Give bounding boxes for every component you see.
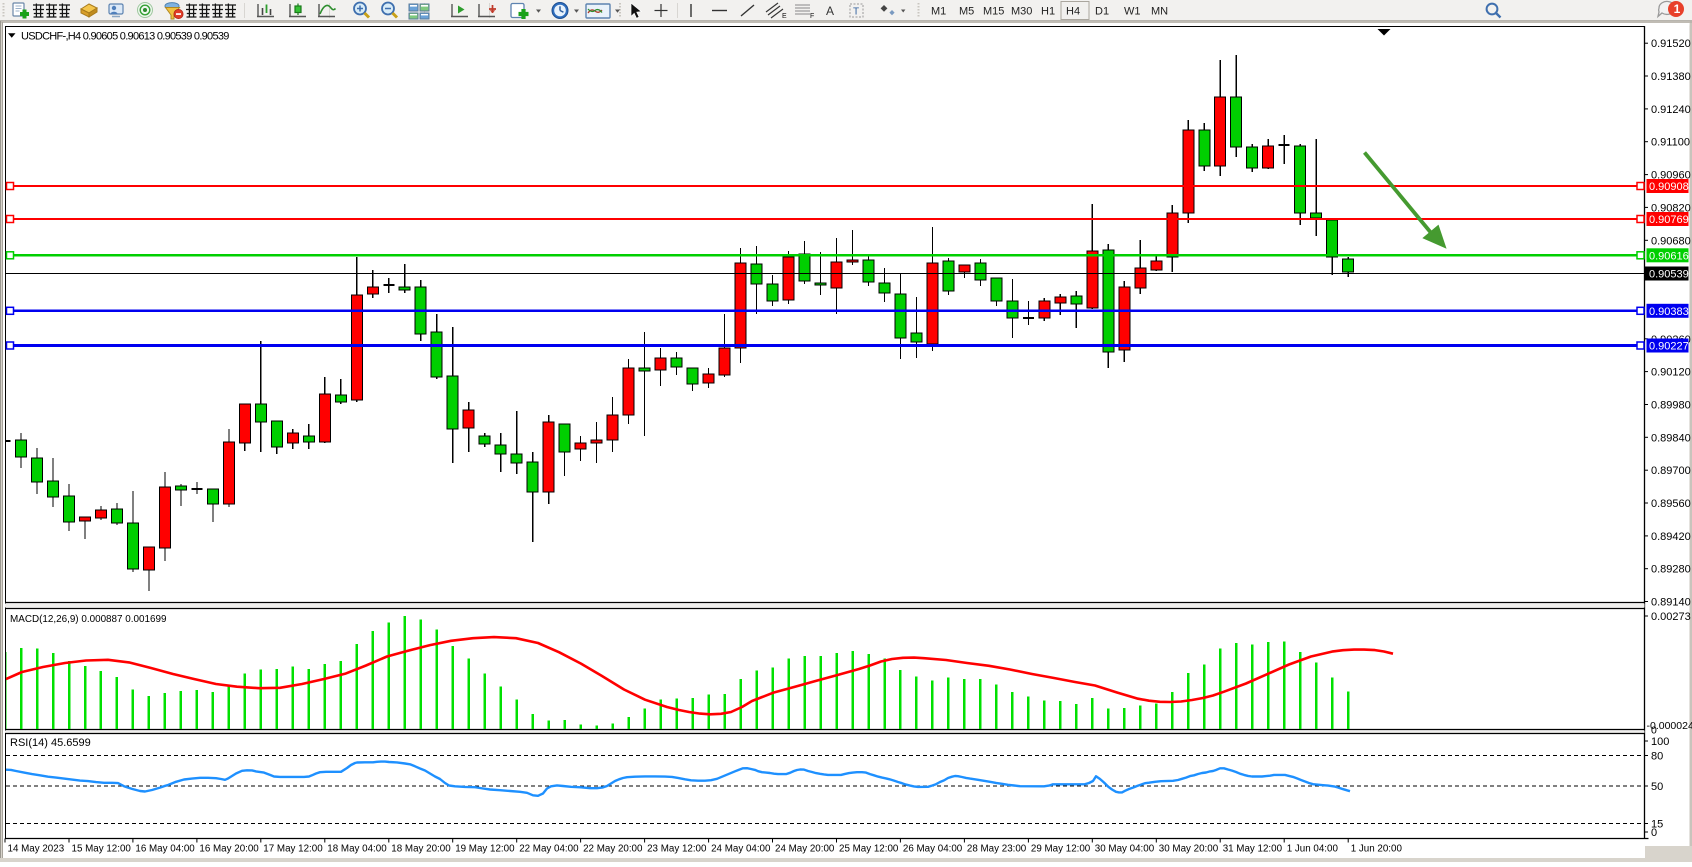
svg-text:0.91380: 0.91380 bbox=[1651, 71, 1691, 83]
svg-text:D1: D1 bbox=[1095, 6, 1109, 18]
svg-text:M1: M1 bbox=[931, 6, 946, 18]
svg-text:0.90680: 0.90680 bbox=[1651, 235, 1691, 247]
svg-text:H4: H4 bbox=[1066, 6, 1080, 18]
svg-text:T: T bbox=[853, 7, 859, 18]
svg-text:31 May 12:00: 31 May 12:00 bbox=[1223, 844, 1283, 855]
svg-text:1 Jun 20:00: 1 Jun 20:00 bbox=[1351, 844, 1403, 855]
svg-text:25 May 12:00: 25 May 12:00 bbox=[839, 844, 899, 855]
svg-text:H1: H1 bbox=[1041, 6, 1055, 18]
svg-text:MACD(12,26,9) 0.000887 0.00169: MACD(12,26,9) 0.000887 0.001699 bbox=[10, 614, 167, 625]
svg-text:23 May 12:00: 23 May 12:00 bbox=[647, 844, 707, 855]
svg-text:0.91520: 0.91520 bbox=[1651, 38, 1691, 50]
svg-text:0.91100: 0.91100 bbox=[1651, 137, 1690, 149]
svg-text:0.89140: 0.89140 bbox=[1651, 597, 1691, 609]
svg-text:30 May 04:00: 30 May 04:00 bbox=[1095, 844, 1155, 855]
svg-text:0.90908: 0.90908 bbox=[1649, 181, 1689, 193]
svg-text:F: F bbox=[810, 13, 814, 20]
svg-text:0.90769: 0.90769 bbox=[1649, 214, 1689, 226]
svg-text:MN: MN bbox=[1151, 6, 1168, 18]
svg-text:W1: W1 bbox=[1124, 6, 1141, 18]
svg-text:0.90120: 0.90120 bbox=[1651, 367, 1691, 379]
svg-text:30 May 20:00: 30 May 20:00 bbox=[1159, 844, 1219, 855]
svg-text:RSI(14) 45.6599: RSI(14) 45.6599 bbox=[10, 737, 91, 749]
svg-text:0.90539: 0.90539 bbox=[1649, 269, 1689, 281]
svg-text:24 May 20:00: 24 May 20:00 bbox=[775, 844, 835, 855]
svg-text:14 May 2023: 14 May 2023 bbox=[8, 844, 65, 855]
svg-text:24 May 04:00: 24 May 04:00 bbox=[711, 844, 771, 855]
svg-text:28 May 23:00: 28 May 23:00 bbox=[967, 844, 1027, 855]
svg-text:0.89560: 0.89560 bbox=[1651, 498, 1691, 510]
svg-text:22 May 04:00: 22 May 04:00 bbox=[519, 844, 579, 855]
svg-text:1: 1 bbox=[1674, 2, 1681, 16]
svg-text:0.90227: 0.90227 bbox=[1649, 341, 1689, 353]
svg-text:26 May 04:00: 26 May 04:00 bbox=[903, 844, 963, 855]
svg-text:M30: M30 bbox=[1011, 6, 1032, 18]
svg-text:18 May 04:00: 18 May 04:00 bbox=[327, 844, 387, 855]
svg-text:16 May 20:00: 16 May 20:00 bbox=[199, 844, 259, 855]
svg-text:M15: M15 bbox=[983, 6, 1004, 18]
svg-text:0.00273: 0.00273 bbox=[1651, 611, 1691, 623]
svg-text:50: 50 bbox=[1651, 781, 1663, 793]
svg-text:E: E bbox=[782, 13, 787, 20]
svg-text:0.89840: 0.89840 bbox=[1651, 432, 1691, 444]
svg-text:0.89420: 0.89420 bbox=[1651, 531, 1691, 543]
svg-text:0.89700: 0.89700 bbox=[1651, 465, 1691, 477]
svg-text:M5: M5 bbox=[959, 6, 974, 18]
svg-text:80: 80 bbox=[1651, 751, 1663, 763]
svg-text:0.89980: 0.89980 bbox=[1651, 400, 1691, 412]
svg-text:0.89280: 0.89280 bbox=[1651, 564, 1691, 576]
svg-text:0: 0 bbox=[1651, 725, 1657, 737]
svg-text:17 May 12:00: 17 May 12:00 bbox=[263, 844, 323, 855]
svg-text:USDCHF-,H4 0.90605 0.90613 0.: USDCHF-,H4 0.90605 0.90613 0.90539 0.905… bbox=[21, 31, 229, 43]
svg-text:0.90383: 0.90383 bbox=[1649, 306, 1689, 318]
svg-text:100: 100 bbox=[1651, 736, 1669, 748]
svg-text:29 May 12:00: 29 May 12:00 bbox=[1031, 844, 1091, 855]
svg-text:0.91240: 0.91240 bbox=[1651, 104, 1691, 116]
svg-text:0.90616: 0.90616 bbox=[1649, 250, 1689, 262]
svg-text:16 May 04:00: 16 May 04:00 bbox=[135, 844, 195, 855]
svg-text:19 May 12:00: 19 May 12:00 bbox=[455, 844, 515, 855]
svg-text:1 Jun 04:00: 1 Jun 04:00 bbox=[1287, 844, 1339, 855]
svg-text:22 May 20:00: 22 May 20:00 bbox=[583, 844, 643, 855]
svg-text:0: 0 bbox=[1651, 827, 1657, 839]
svg-text:15 May 12:00: 15 May 12:00 bbox=[72, 844, 132, 855]
svg-text:18 May 20:00: 18 May 20:00 bbox=[391, 844, 451, 855]
svg-text:A: A bbox=[826, 4, 834, 18]
